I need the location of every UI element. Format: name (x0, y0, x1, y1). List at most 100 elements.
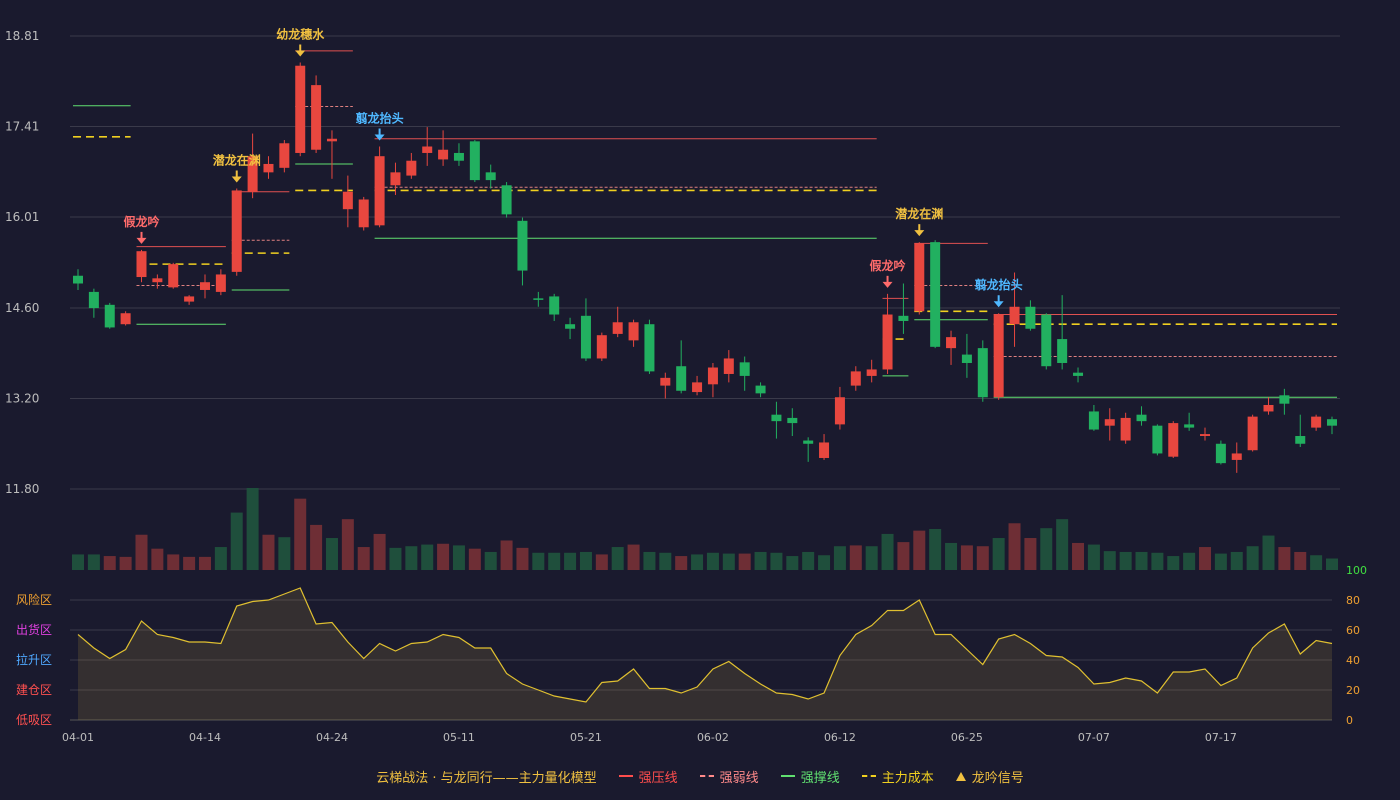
date-tick-label: 06-25 (951, 731, 983, 744)
osc-tick-label: 80 (1346, 594, 1360, 607)
candles (73, 62, 1337, 473)
volume-bar (1151, 552, 1164, 570)
candle-body (533, 298, 544, 300)
cost-swatch (861, 775, 876, 777)
volume-bar (246, 488, 259, 570)
legend-item-signal: 龙吟信号 (955, 767, 1024, 786)
candle-body (485, 172, 496, 181)
volume-bar (738, 553, 751, 570)
candle-body (390, 172, 401, 186)
candle-body (819, 442, 830, 458)
volume-bar (1167, 556, 1180, 570)
volume-bar (1326, 558, 1338, 570)
signal-label: 潜龙在渊 (213, 153, 261, 168)
candle-body (755, 385, 766, 394)
candle-body (1041, 314, 1052, 367)
price-tick-label: 17.41 (5, 119, 39, 133)
candle-body (1327, 419, 1337, 426)
candle-body (199, 282, 210, 290)
volume-bar (1087, 544, 1100, 570)
candle-body (644, 324, 655, 372)
candle-body (152, 278, 163, 283)
legend-label: 主力成本 (881, 770, 934, 786)
volume-bar (421, 544, 434, 570)
osc-zone-label: 拉升区 (16, 652, 52, 667)
osc-zone-label: 出货区 (16, 622, 52, 637)
candle-body (660, 377, 671, 386)
volume-bar (310, 524, 323, 570)
volume-bar (1214, 553, 1227, 570)
volume-bar (516, 547, 529, 570)
candle-body (977, 348, 988, 398)
volume-bar (818, 555, 831, 570)
candle-body (1009, 306, 1020, 325)
volume-bar (325, 538, 338, 570)
candle-body (295, 65, 306, 153)
legend-item-cost: 主力成本 (861, 767, 934, 786)
candle-body (771, 414, 782, 422)
legend-item-resist: 强压线 (618, 767, 678, 786)
osc-zone-label: 低吸区 (16, 713, 52, 727)
signal-label: 潜龙在渊 (895, 206, 943, 221)
volume-bar (1008, 523, 1021, 570)
volume-bar (1135, 551, 1148, 570)
volume-bar (1072, 542, 1085, 570)
volume-bar (468, 548, 481, 570)
signal-label: 幼龙穗水 (276, 26, 325, 41)
volume-bar (405, 546, 418, 570)
volume-bar (341, 519, 354, 570)
level-lines (73, 50, 1337, 398)
volume-bar (1278, 547, 1291, 570)
candle-body (1311, 416, 1322, 428)
signal-arrow-icon (374, 134, 385, 141)
volume-bar (135, 534, 148, 570)
volume-bar (198, 556, 211, 570)
legend-label: 龙吟信号 (971, 770, 1024, 786)
candle-body (1136, 414, 1147, 422)
candle-body (1215, 443, 1226, 464)
volume-bar (151, 548, 164, 570)
candle-body (850, 371, 861, 386)
candle-body (501, 185, 512, 215)
volume-bar (278, 537, 291, 570)
volume-bar (611, 547, 624, 570)
volume-bar (1024, 538, 1037, 570)
volume-bar (595, 554, 608, 570)
candle-body (1025, 306, 1036, 329)
volume-bar (103, 556, 116, 570)
candle-body (834, 397, 845, 425)
price-tick-label: 13.20 (5, 392, 39, 406)
candle-body (1057, 339, 1068, 363)
osc-tick-label: 20 (1346, 684, 1360, 697)
volume-bar (389, 547, 402, 570)
date-tick-label: 05-21 (570, 731, 602, 744)
candle-body (358, 199, 369, 228)
date-tick-label: 04-14 (189, 731, 221, 744)
volume-bar (1262, 535, 1275, 570)
signal-arrow-icon (993, 301, 1004, 308)
candle-body (215, 274, 226, 292)
candle-body (168, 264, 179, 288)
date-tick-label: 04-01 (62, 731, 94, 744)
signal-arrow-icon (136, 237, 147, 244)
date-tick-label: 07-17 (1205, 731, 1237, 744)
volume-bar (960, 545, 973, 570)
volume-bar (500, 540, 513, 570)
volume-bar (929, 529, 942, 570)
date-tick-label: 07-07 (1078, 731, 1110, 744)
candle-body (1120, 417, 1131, 441)
candle-body (1152, 425, 1163, 454)
volume-bar (579, 551, 592, 570)
volume-bar (1246, 546, 1259, 570)
volume-bar (992, 538, 1005, 570)
price-axis-ticks: 18.81 17.41 16.01 14.60 13.20 11.80 (5, 29, 39, 496)
volume-bar (230, 512, 243, 570)
candle-body (1231, 453, 1242, 460)
volume-bar (214, 547, 227, 570)
candle-body (517, 220, 528, 271)
date-tick-label: 04-24 (316, 731, 348, 744)
candle-body (231, 190, 242, 272)
volume-bar (452, 545, 465, 570)
volume-bar (87, 554, 100, 570)
